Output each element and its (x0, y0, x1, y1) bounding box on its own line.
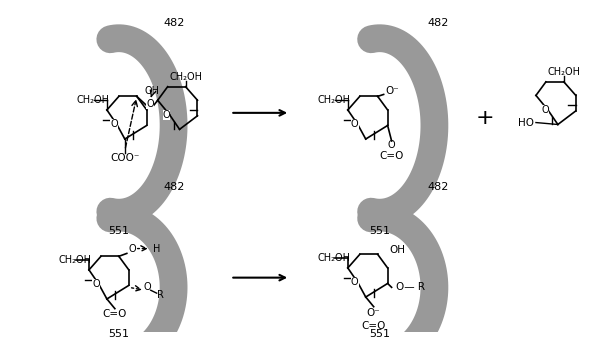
Text: CH₂OH: CH₂OH (169, 72, 202, 82)
Text: HO: HO (518, 118, 534, 128)
Text: CH₂OH: CH₂OH (77, 95, 110, 105)
Text: 551: 551 (109, 329, 129, 339)
Text: +: + (476, 108, 495, 128)
Text: 482: 482 (427, 182, 449, 193)
Text: O: O (147, 99, 154, 109)
Text: O: O (110, 119, 118, 130)
Text: 482: 482 (164, 18, 185, 28)
Text: H: H (153, 243, 160, 254)
Text: CH₂OH: CH₂OH (318, 95, 351, 105)
Text: O: O (351, 119, 359, 130)
Text: 551: 551 (109, 226, 129, 236)
Text: 482: 482 (164, 182, 185, 193)
Text: 482: 482 (427, 18, 449, 28)
Text: 551: 551 (369, 329, 390, 339)
Text: C=O: C=O (379, 151, 404, 162)
Text: O— R: O— R (395, 282, 425, 292)
Text: O: O (351, 278, 359, 287)
Text: O: O (388, 140, 395, 150)
Text: O: O (129, 243, 137, 254)
Text: C=O: C=O (103, 310, 127, 320)
Text: CH₂OH: CH₂OH (547, 67, 581, 77)
Text: R: R (157, 290, 164, 300)
Text: 551: 551 (369, 226, 390, 236)
Text: O: O (92, 279, 100, 290)
Text: O⁻: O⁻ (386, 86, 400, 95)
Text: O: O (144, 282, 151, 292)
Text: CH₂OH: CH₂OH (318, 253, 351, 263)
Text: OH: OH (145, 86, 160, 95)
Text: O⁻: O⁻ (367, 308, 381, 317)
Text: O: O (163, 110, 170, 120)
Text: O: O (541, 105, 549, 115)
Text: CH₂OH: CH₂OH (59, 255, 91, 265)
Text: OH: OH (390, 246, 406, 255)
Text: COO⁻: COO⁻ (110, 153, 140, 163)
Text: C=O: C=O (362, 321, 386, 331)
